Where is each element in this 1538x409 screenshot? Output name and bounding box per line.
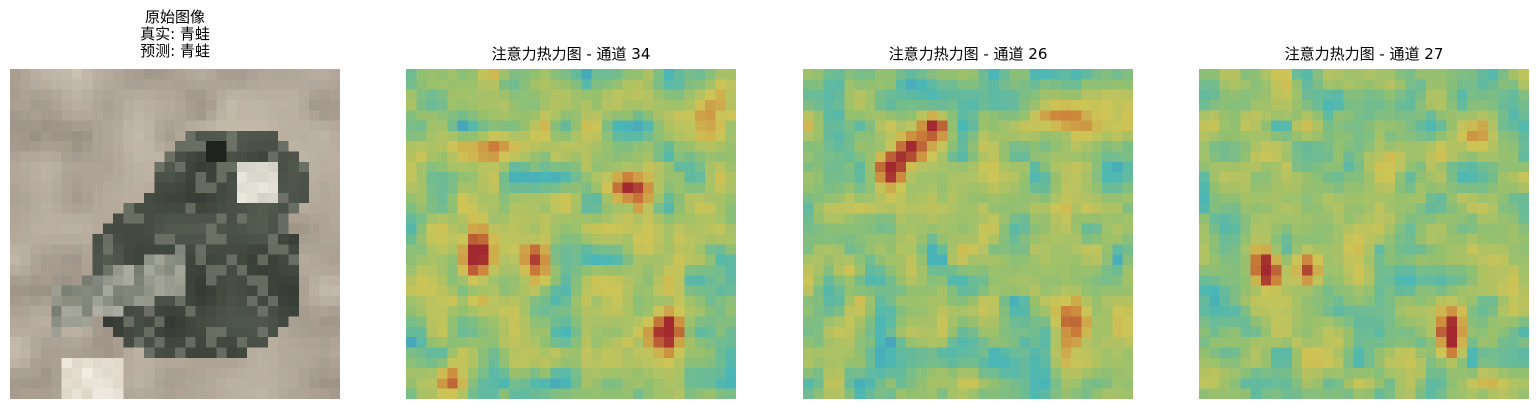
original-title-line-1: 原始图像 <box>144 8 205 26</box>
heatmap-image-channel-26 <box>803 69 1133 399</box>
heatmap-image-channel-27 <box>1199 69 1529 399</box>
heatmap-image-channel-34 <box>406 69 736 399</box>
prediction-label: 预测: 青蛙 <box>140 42 210 60</box>
original-image-title: 原始图像 真实: 青蛙 预测: 青蛙 <box>10 9 340 60</box>
original-frog-image <box>10 69 340 399</box>
heatmap-title-channel-27: 注意力热力图 - 通道 27 <box>1284 45 1444 63</box>
heatmap-title-channel-34: 注意力热力图 - 通道 34 <box>491 45 651 63</box>
ground-truth-label: 真实: 青蛙 <box>140 25 210 43</box>
heatmap-title-channel-26: 注意力热力图 - 通道 26 <box>888 45 1048 63</box>
